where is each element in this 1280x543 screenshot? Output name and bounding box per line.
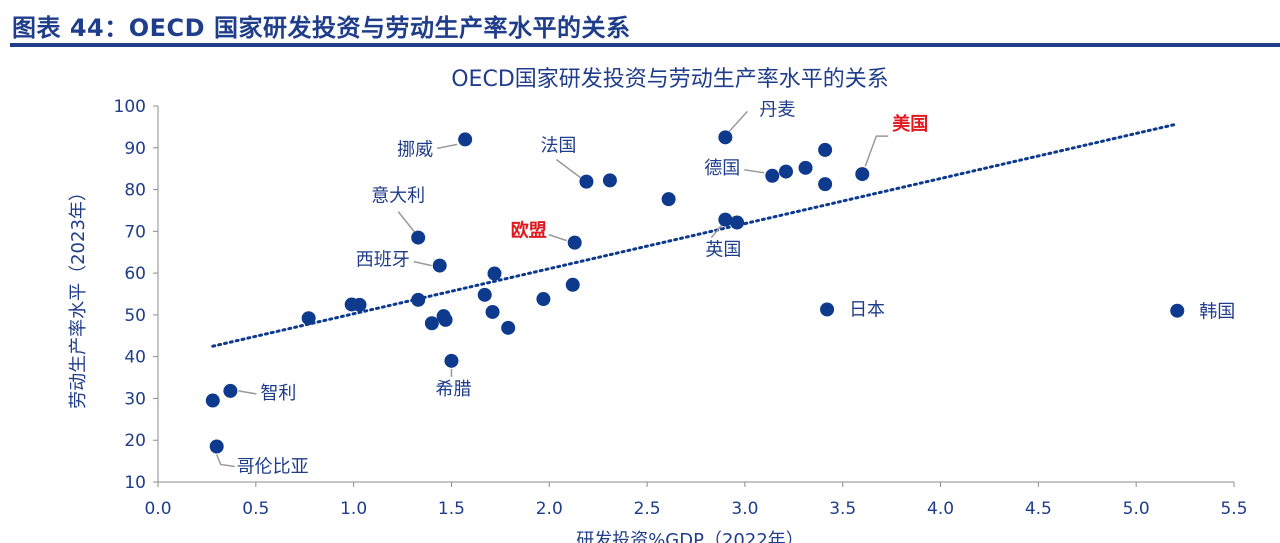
y-tick-label: 20 bbox=[124, 431, 146, 451]
x-tick-label: 2.0 bbox=[536, 499, 563, 519]
x-tick-label: 4.0 bbox=[927, 499, 954, 519]
annotation-label: 日本 bbox=[849, 299, 885, 320]
data-point bbox=[477, 287, 492, 302]
data-point bbox=[209, 439, 224, 454]
annotation-leader bbox=[864, 135, 889, 167]
x-tick-label: 0.5 bbox=[242, 499, 269, 519]
x-tick-label: 2.5 bbox=[634, 499, 661, 519]
axes: 10 20 30 40 50 60 70 80 90 100 0.0 0.5 1.0 1.5 2.0 2.5 3… bbox=[114, 97, 1248, 519]
x-tick-label: 5.0 bbox=[1123, 499, 1150, 519]
data-point bbox=[424, 316, 439, 331]
data-point bbox=[718, 212, 733, 227]
x-tick-label: 3.5 bbox=[829, 499, 856, 519]
annotation-label: 美国 bbox=[892, 113, 928, 135]
trendline-group bbox=[211, 122, 1179, 348]
y-tick-label: 90 bbox=[124, 139, 146, 159]
y-tick-label: 70 bbox=[124, 222, 146, 242]
annotation-label: 哥伦比亚 bbox=[237, 456, 309, 477]
y-tick-label: 60 bbox=[124, 264, 146, 284]
annotation-label: 法国 bbox=[540, 136, 576, 157]
data-point bbox=[765, 168, 780, 183]
annotation-label: 德国 bbox=[704, 158, 740, 179]
annotation-leader bbox=[413, 260, 432, 267]
data-point bbox=[432, 258, 447, 273]
data-point bbox=[567, 235, 582, 250]
data-point bbox=[411, 292, 426, 307]
y-tick-label: 50 bbox=[124, 306, 146, 326]
data-points bbox=[205, 130, 1185, 454]
x-tick-label: 0.0 bbox=[144, 499, 171, 519]
data-point bbox=[438, 312, 453, 327]
annotation-leader bbox=[728, 110, 748, 132]
chart-title: OECD国家研发投资与劳动生产率水平的关系 bbox=[451, 67, 889, 92]
trendline bbox=[211, 122, 1179, 348]
data-point bbox=[205, 393, 220, 408]
data-point bbox=[487, 266, 502, 281]
data-point bbox=[818, 177, 833, 192]
data-point bbox=[820, 302, 835, 317]
data-point bbox=[485, 304, 500, 319]
annotation-label: 英国 bbox=[705, 240, 741, 261]
data-point bbox=[579, 174, 594, 189]
annotation-leader bbox=[238, 390, 257, 395]
annotation-label: 韩国 bbox=[1199, 302, 1235, 323]
data-point bbox=[855, 167, 870, 182]
annotation-label: 丹麦 bbox=[759, 99, 795, 120]
data-point bbox=[565, 277, 580, 292]
y-tick-label: 10 bbox=[124, 473, 146, 493]
data-point bbox=[1170, 303, 1185, 318]
annotation-leader bbox=[215, 454, 235, 468]
y-tick-label: 80 bbox=[124, 181, 146, 201]
y-tick-label: 40 bbox=[124, 348, 146, 368]
x-tick-label: 1.5 bbox=[438, 499, 465, 519]
y-tick-label: 30 bbox=[124, 389, 146, 409]
data-point bbox=[223, 383, 238, 398]
y-tick-label: 100 bbox=[114, 97, 146, 117]
data-point bbox=[798, 160, 813, 175]
annotation-leader bbox=[744, 169, 765, 174]
title-rule bbox=[10, 43, 1280, 47]
x-tick-label: 5.5 bbox=[1220, 499, 1247, 519]
page-title: 图表 44：OECD 国家研发投资与劳动生产率水平的关系 bbox=[12, 14, 631, 42]
annotation-leader bbox=[555, 159, 581, 179]
annotation-leaders bbox=[215, 110, 889, 468]
data-point bbox=[352, 297, 367, 312]
data-point bbox=[301, 311, 316, 326]
annotation-label: 西班牙 bbox=[356, 250, 410, 271]
data-point bbox=[458, 132, 473, 147]
annotation-label: 智利 bbox=[260, 383, 296, 404]
data-point bbox=[444, 353, 459, 368]
x-axis-label: 研发投资%GDP（2022年） bbox=[576, 530, 804, 543]
x-tick-label: 1.0 bbox=[340, 499, 367, 519]
data-point bbox=[718, 130, 733, 145]
data-point bbox=[778, 164, 793, 179]
annotation-label: 欧盟 bbox=[511, 220, 547, 242]
data-point bbox=[411, 230, 426, 245]
annotation-label: 意大利 bbox=[371, 186, 425, 207]
annotation-leader bbox=[710, 225, 722, 239]
data-point bbox=[602, 173, 617, 188]
annotation-leader bbox=[397, 211, 415, 233]
x-tick-label: 3.0 bbox=[731, 499, 758, 519]
data-point bbox=[501, 320, 516, 335]
annotation-leader bbox=[548, 233, 567, 242]
data-point bbox=[661, 192, 676, 207]
data-point bbox=[536, 292, 551, 307]
annotation-leader bbox=[437, 143, 458, 150]
data-point bbox=[730, 215, 745, 230]
annotation-label: 希腊 bbox=[435, 379, 471, 400]
y-axis-label: 劳动生产率水平（2023年） bbox=[68, 183, 89, 409]
data-point bbox=[818, 142, 833, 157]
annotation-label: 挪威 bbox=[397, 139, 433, 160]
x-tick-label: 4.5 bbox=[1025, 499, 1052, 519]
